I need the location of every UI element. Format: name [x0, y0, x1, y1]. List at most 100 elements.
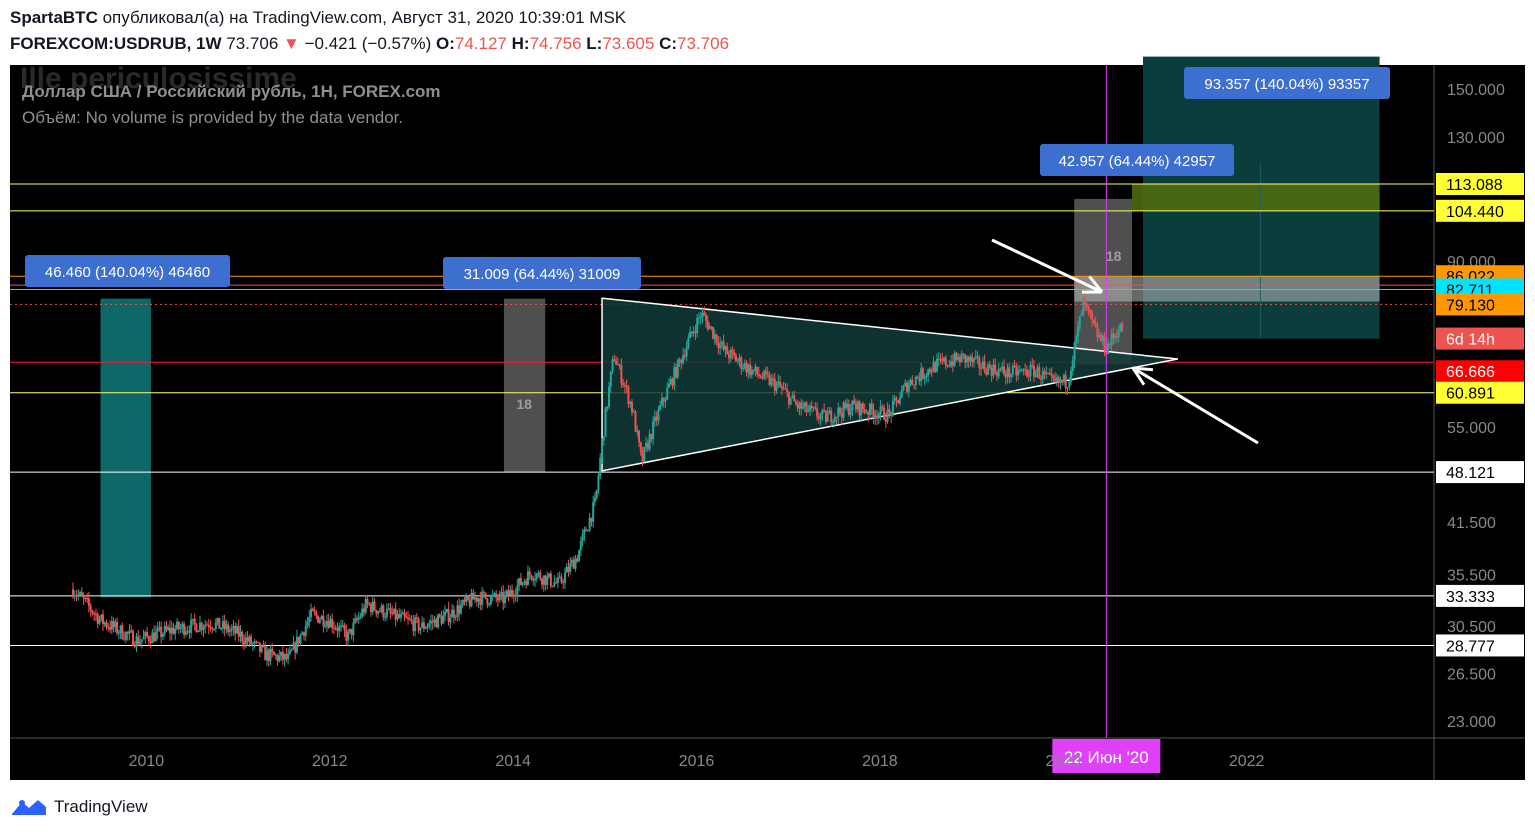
candle-body — [943, 357, 946, 362]
candle-body — [225, 624, 228, 630]
time-axis-tick-2022: 2022 — [1229, 753, 1265, 770]
candle-body — [724, 346, 727, 350]
candle-body — [683, 355, 686, 357]
candle-body — [907, 384, 910, 392]
candle-body — [849, 410, 852, 415]
candle-body — [209, 626, 212, 628]
candle-body — [1011, 365, 1014, 375]
candle-body — [188, 630, 191, 633]
candle-body — [1031, 364, 1034, 366]
candle-body — [170, 627, 173, 634]
measure-callout-bg — [1184, 67, 1390, 99]
candle-body — [823, 410, 826, 412]
candle-body — [375, 610, 378, 614]
candle-body — [676, 359, 679, 378]
candle-body — [329, 618, 332, 628]
candle-body — [405, 616, 408, 618]
candle-body — [881, 406, 884, 408]
candle-body — [817, 416, 820, 419]
candle-body — [324, 625, 327, 627]
candle-body — [831, 422, 834, 424]
candle-body — [77, 594, 80, 596]
candle-body — [521, 582, 524, 585]
candle-body — [1099, 335, 1102, 342]
measure-callout-1: 31.009 (64.44%) 31009 — [464, 266, 621, 283]
price-axis-tick: 130.000 — [1447, 130, 1505, 147]
candle-body — [447, 609, 450, 623]
price-axis-tick: 41.500 — [1447, 515, 1496, 532]
target-zone-2009[interactable] — [100, 298, 151, 598]
candle-body — [890, 412, 893, 416]
candle-body — [278, 655, 281, 662]
candle-body — [629, 401, 632, 404]
candle-body — [465, 596, 468, 602]
candle-body — [667, 384, 670, 388]
candle-body — [126, 632, 129, 634]
arrow-up-left[interactable] — [1132, 366, 1259, 445]
candle-body — [1025, 369, 1028, 376]
candle-body — [437, 614, 440, 628]
candle-body — [179, 627, 182, 630]
candle-body — [542, 575, 545, 585]
candle-body — [1084, 297, 1087, 304]
candle-body — [541, 579, 544, 585]
price-label-48-121-bg — [1436, 461, 1524, 484]
candle-body — [1082, 297, 1085, 314]
candle-body — [1066, 387, 1069, 389]
price-axis-tick: 23.000 — [1447, 714, 1496, 731]
candle-body — [697, 317, 700, 319]
candle-body — [648, 434, 651, 450]
candle-body — [757, 373, 760, 376]
candle-body — [911, 379, 914, 385]
candle-body — [773, 378, 776, 391]
candle-body — [1071, 360, 1074, 371]
candle-body — [452, 609, 455, 618]
candle-body — [592, 502, 595, 522]
candle-body — [768, 375, 771, 385]
candle-body — [920, 368, 923, 382]
candle-body — [717, 342, 720, 348]
candle-body — [914, 376, 917, 386]
candle-body — [110, 620, 113, 630]
candle-body — [553, 582, 556, 587]
candle-body — [1050, 373, 1053, 376]
candle-body — [632, 411, 635, 413]
price-label-28-777-bg — [1436, 634, 1524, 657]
candle-body — [687, 338, 690, 348]
candle-body — [421, 622, 424, 628]
candle-body — [731, 349, 734, 353]
measure-callout-3: 93.357 (140.04%) 93357 — [1204, 76, 1369, 93]
candle-body — [1087, 306, 1090, 310]
candle-body — [1119, 323, 1122, 332]
candle-body — [918, 378, 921, 382]
bar-range-zone-2014[interactable] — [503, 298, 546, 473]
candle-body — [973, 358, 976, 363]
price-label-60-891: 60.891 — [1446, 386, 1495, 403]
candle-body — [435, 618, 438, 628]
author-name[interactable]: SpartaBTC — [10, 8, 98, 27]
candle-body — [1070, 370, 1073, 382]
candle-body — [512, 594, 515, 597]
grey-band-zone[interactable] — [1074, 276, 1380, 302]
candle-body — [994, 364, 997, 373]
candle-body — [563, 572, 566, 583]
yellow-band-zone[interactable] — [1132, 184, 1380, 211]
candle-body — [475, 597, 478, 602]
candle-body — [96, 614, 99, 624]
candle-body — [701, 312, 704, 318]
candle-body — [459, 605, 462, 614]
arrow-down-right[interactable] — [991, 238, 1103, 294]
candle-body — [669, 378, 672, 385]
price-label-48-121: 48.121 — [1446, 465, 1495, 482]
candle-body — [343, 625, 346, 631]
candle-body — [1085, 303, 1088, 307]
open-label: O: — [435, 34, 455, 53]
candle-body — [177, 621, 180, 630]
triangle-pattern[interactable] — [601, 297, 1179, 472]
candle-body — [1003, 366, 1006, 374]
candle-body — [1036, 367, 1039, 372]
candle-body — [833, 416, 836, 423]
footer-brand[interactable]: TradingView — [10, 797, 148, 817]
candle-body — [340, 625, 343, 627]
